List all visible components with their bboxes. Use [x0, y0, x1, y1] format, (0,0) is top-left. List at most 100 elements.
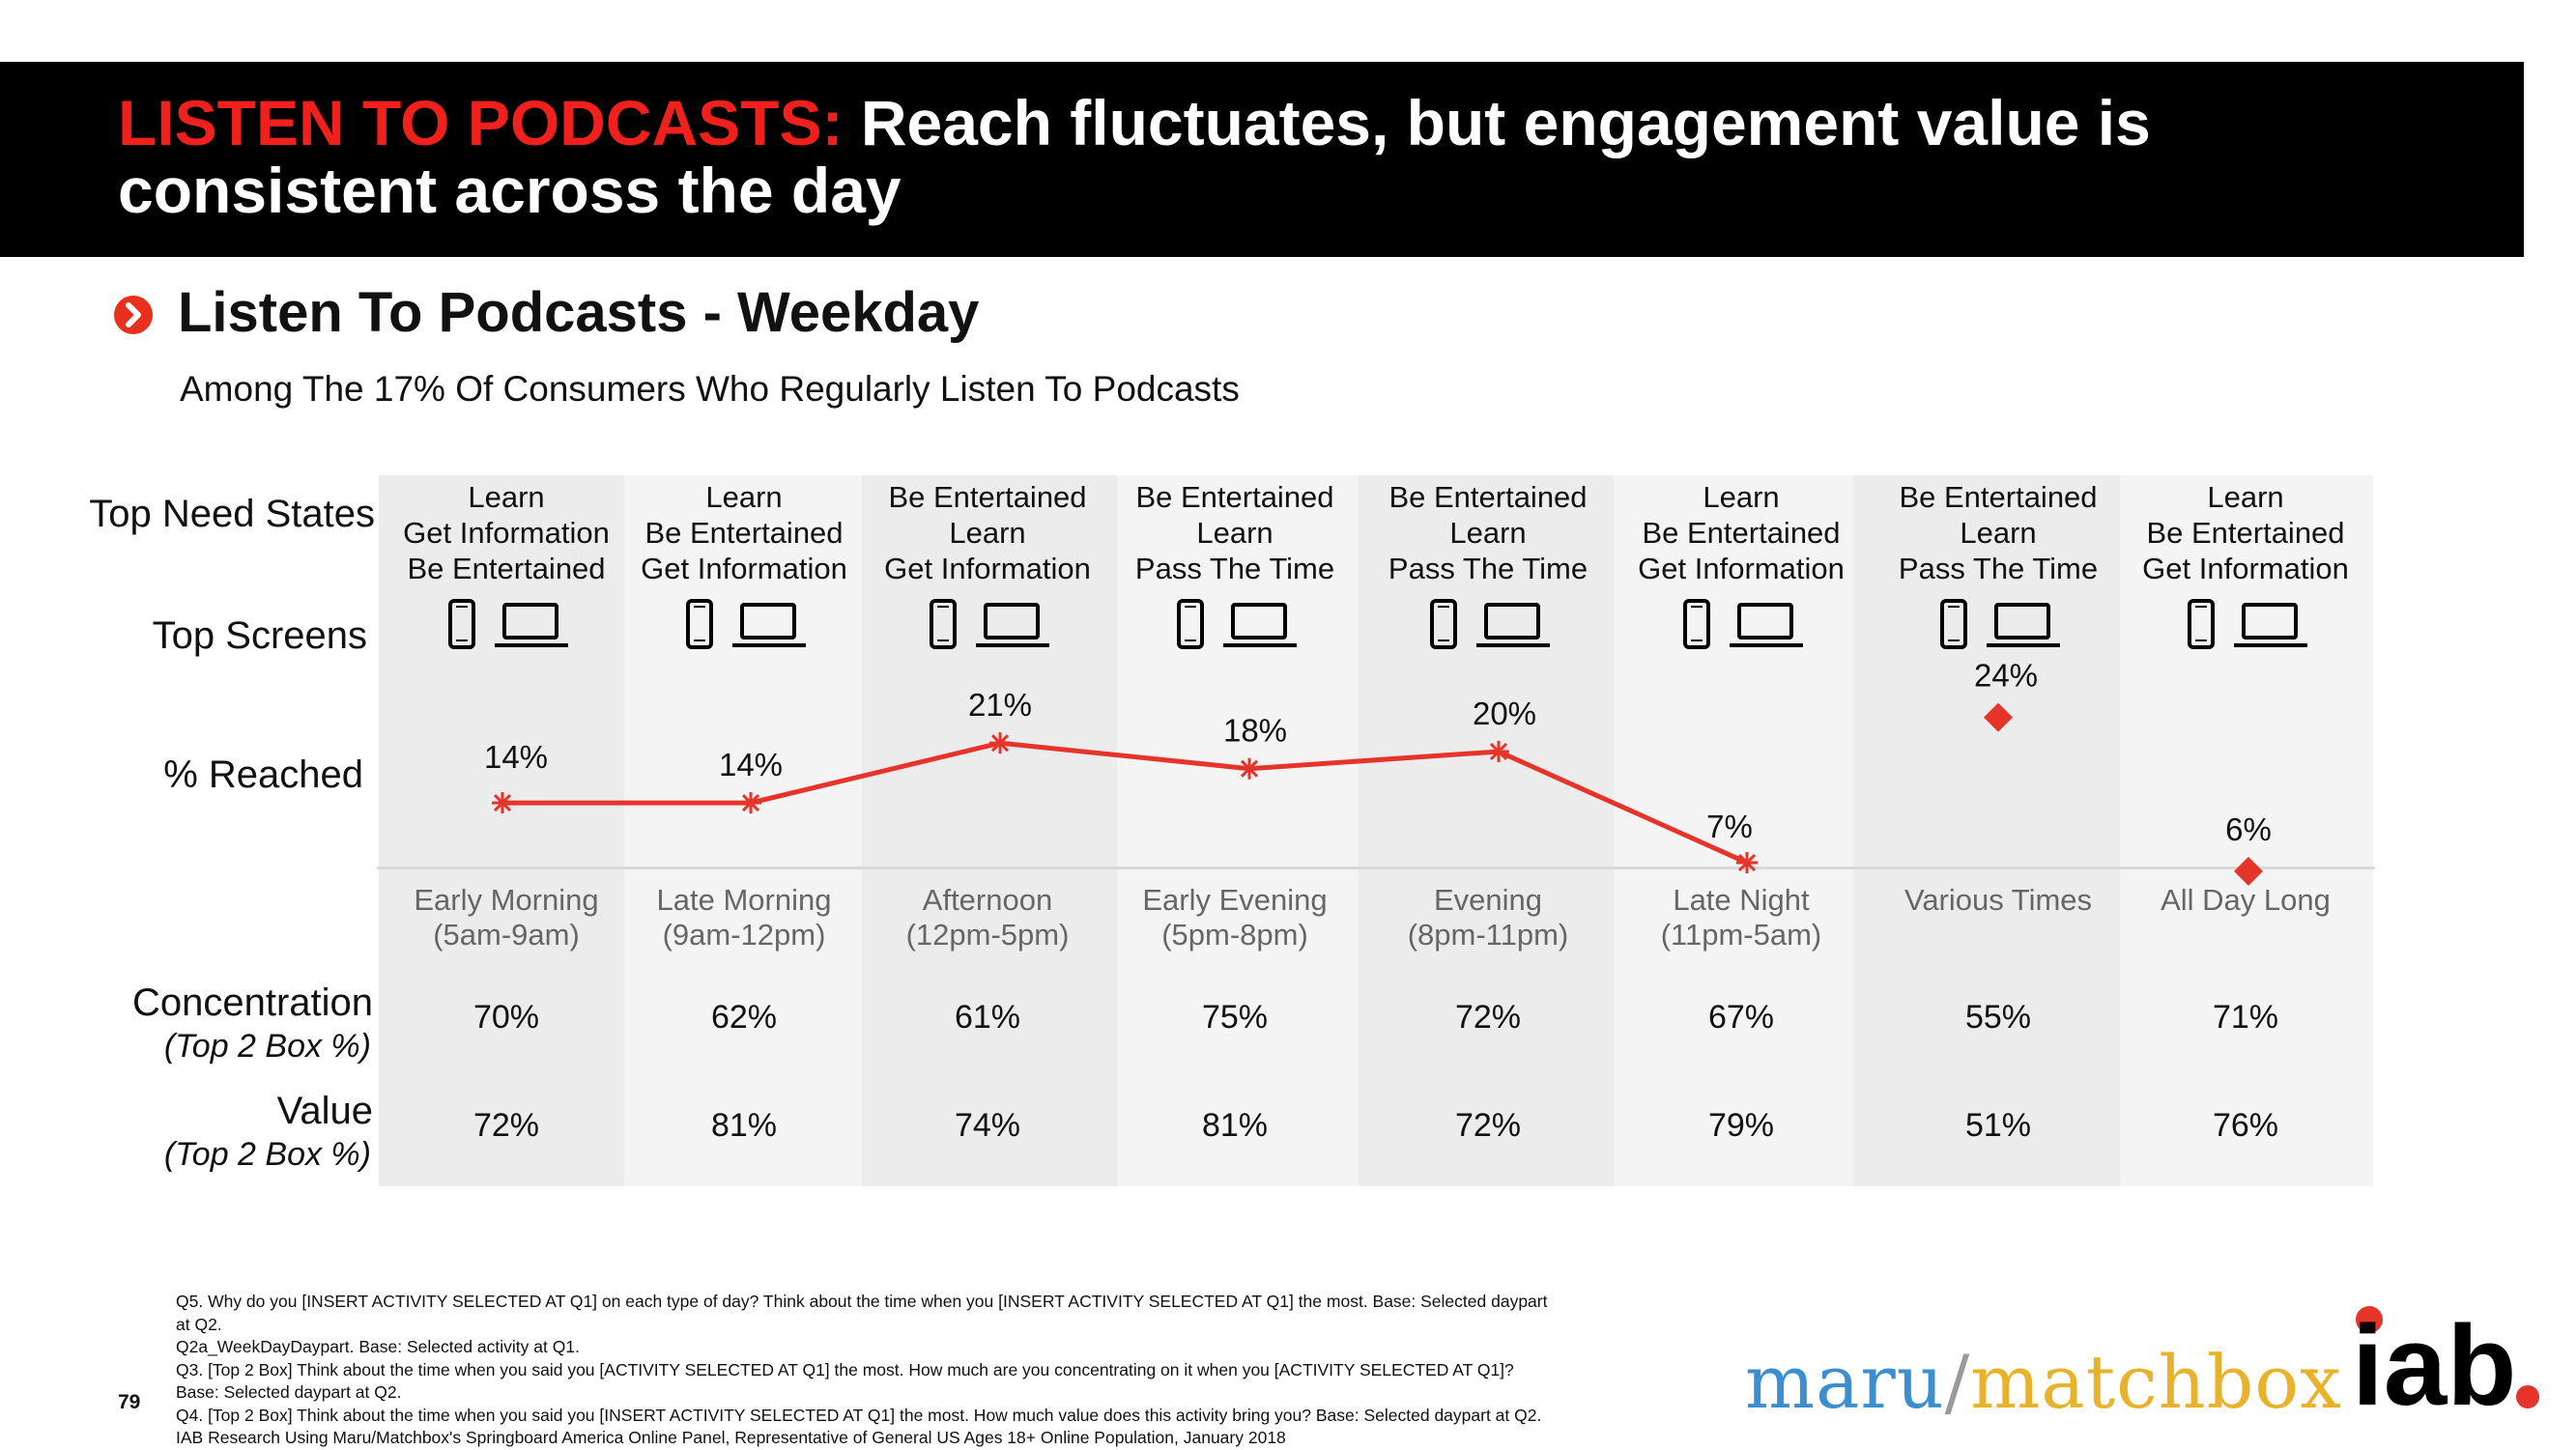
- need-state: Be Entertained: [1135, 480, 1334, 514]
- need-state: Learn: [949, 516, 1026, 550]
- laptop-icon: [1223, 603, 1297, 647]
- need-state: Learn: [1449, 516, 1527, 550]
- daypart-divider: [377, 867, 2375, 869]
- screens-cell: [1616, 597, 1867, 655]
- footnote-line: at Q2.: [176, 1314, 222, 1334]
- reach-point-diamond: [2234, 856, 2263, 886]
- need-states-cell: Learn Be Entertained Get Information: [2120, 479, 2371, 586]
- title-banner: [0, 62, 2524, 257]
- reach-point-diamond: [1984, 702, 2013, 732]
- laptop-icon: [2234, 603, 2307, 647]
- need-state: Be Entertained: [888, 480, 1087, 514]
- daypart-hours: (5am-9am): [433, 918, 580, 952]
- iab-logo: iab: [2352, 1302, 2539, 1422]
- daypart-cell: Early Evening (5pm-8pm): [1109, 883, 1360, 952]
- phone-icon: [448, 599, 475, 649]
- need-state: Get Information: [641, 552, 847, 585]
- row-label-value: Value: [276, 1090, 373, 1132]
- daypart-cell: Late Night (11pm-5am): [1616, 883, 1867, 952]
- need-state: Be Entertained: [1899, 480, 2098, 514]
- need-state: Pass The Time: [1134, 552, 1335, 585]
- need-state: Learn: [2207, 480, 2284, 514]
- page-title-highlight: LISTEN TO PODCASTS:: [118, 87, 844, 158]
- need-state: Get Information: [2142, 552, 2349, 585]
- table-column: [2120, 475, 2373, 1186]
- need-state: Be Entertained: [407, 552, 606, 585]
- need-states-cell: Be Entertained Learn Pass The Time: [1362, 479, 1614, 586]
- chevron-right-icon: [114, 296, 153, 334]
- need-state: Pass The Time: [1388, 552, 1589, 585]
- value-value: 51%: [1964, 1107, 2032, 1144]
- concentration-value: 70%: [472, 999, 540, 1036]
- screens-cell: [618, 597, 870, 655]
- laptop-icon: [732, 603, 806, 647]
- need-state: Learn: [1703, 480, 1780, 514]
- reach-data-label: 21%: [968, 687, 1032, 723]
- value-value: 76%: [2212, 1107, 2279, 1144]
- table-column: [379, 475, 624, 1186]
- need-states-cell: Learn Get Information Be Entertained: [381, 479, 632, 586]
- daypart-name: Evening: [1433, 883, 1543, 917]
- reach-data-label: 20%: [1473, 696, 1536, 731]
- need-states-cell: Learn Be Entertained Get Information: [618, 479, 870, 586]
- phone-icon: [1430, 599, 1457, 649]
- phone-icon: [930, 599, 957, 649]
- need-state: Be Entertained: [1388, 480, 1588, 514]
- footnote-line: IAB Research Using Maru/Matchbox's Sprin…: [176, 1428, 1286, 1447]
- table-column: [862, 475, 1117, 1186]
- need-states-cell: Learn Be Entertained Get Information: [1616, 479, 1867, 586]
- need-state: Be Entertained: [2146, 516, 2345, 550]
- daypart-hours: (8pm-11pm): [1407, 918, 1569, 952]
- value-value: 72%: [1454, 1107, 1522, 1144]
- value-value: 74%: [954, 1107, 1021, 1144]
- value-value: 81%: [1201, 1107, 1269, 1144]
- screens-cell: [1362, 597, 1614, 655]
- need-state: Learn: [1196, 516, 1274, 550]
- footnotes: Q5. Why do you [INSERT ACTIVITY SELECTED…: [176, 1291, 1741, 1450]
- screens-cell: [2120, 597, 2371, 655]
- need-state: Be Entertained: [1642, 516, 1841, 550]
- laptop-icon: [1476, 603, 1550, 647]
- maru-logo-text: maru: [1745, 1339, 1945, 1425]
- daypart-cell: Early Morning (5am-9am): [381, 883, 632, 952]
- laptop-icon: [1730, 603, 1803, 647]
- reach-data-label: 18%: [1223, 713, 1287, 749]
- row-label-concentration-sub: (Top 2 Box %): [163, 1028, 371, 1065]
- logo-slash: /: [1944, 1339, 1971, 1425]
- table-column: [1359, 475, 1614, 1186]
- reach-point-marker: [1239, 757, 1260, 780]
- daypart-cell: Late Morning (9am-12pm): [618, 883, 870, 952]
- daypart-cell: Afternoon (12pm-5pm): [862, 883, 1113, 952]
- daypart-name: Early Evening: [1142, 883, 1328, 917]
- phone-icon: [1177, 599, 1204, 649]
- table-column: [1117, 475, 1359, 1186]
- page-title: LISTEN TO PODCASTS: Reach fluctuates, bu…: [118, 89, 2437, 224]
- footnote-line: Base: Selected daypart at Q2.: [176, 1382, 402, 1402]
- daypart-hours: (9am-12pm): [662, 918, 826, 952]
- daypart-hours: (12pm-5pm): [905, 918, 1070, 952]
- reach-series-line: [502, 740, 1749, 866]
- reach-point-marker: [1488, 741, 1509, 762]
- concentration-value: 72%: [1454, 999, 1522, 1036]
- daypart-name: Late Night: [1673, 883, 1810, 917]
- concentration-value: 67%: [1707, 999, 1775, 1036]
- reach-data-label: 14%: [719, 747, 783, 782]
- section-title: Listen To Podcasts - Weekday: [178, 281, 980, 344]
- row-label-screens: Top Screens: [152, 614, 367, 657]
- footnote-line: Q5. Why do you [INSERT ACTIVITY SELECTED…: [176, 1292, 1548, 1311]
- page-number: 79: [118, 1391, 141, 1413]
- reach-point-marker: [1736, 852, 1758, 874]
- row-label-reached: % Reached: [163, 753, 363, 796]
- daypart-cell: All Day Long: [2120, 883, 2371, 918]
- need-state: Get Information: [884, 552, 1091, 585]
- need-state: Get Information: [403, 516, 610, 550]
- screens-cell: [1873, 597, 2124, 655]
- need-state: Be Entertained: [644, 516, 844, 550]
- daypart-cell: Evening (8pm-11pm): [1362, 883, 1614, 952]
- row-label-concentration: Concentration: [131, 981, 373, 1024]
- reach-data-label: 14%: [484, 739, 548, 775]
- concentration-value: 55%: [1964, 999, 2032, 1036]
- footnote-line: Q3. [Top 2 Box] Think about the time whe…: [176, 1359, 1514, 1379]
- phone-icon: [2188, 599, 2215, 649]
